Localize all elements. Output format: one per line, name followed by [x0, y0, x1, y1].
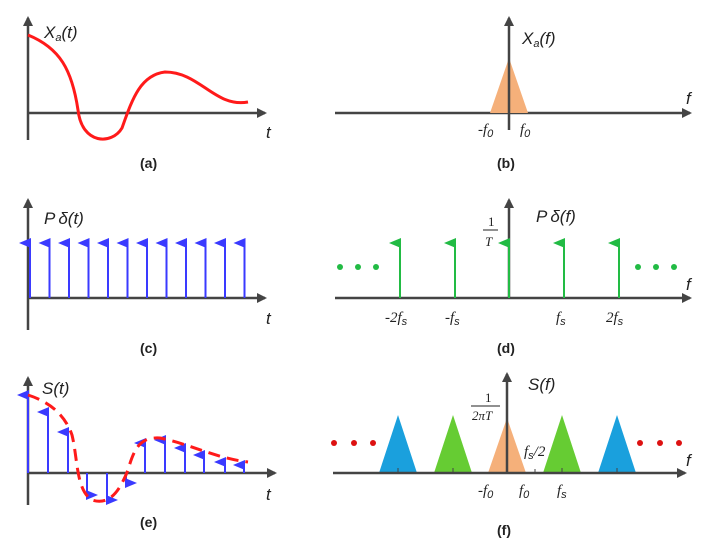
impulse-stems — [19, 238, 246, 298]
panel-f-sampled-spectrum: 1 2πT S(f) fs/2 f -f0 f0 fs (f) — [331, 372, 693, 538]
tick-fs: fs — [556, 310, 566, 328]
ylabel: X — [521, 29, 534, 48]
sample-stems — [17, 390, 245, 505]
caption: (c) — [140, 340, 157, 356]
svg-text:Xa(f): Xa(f) — [521, 29, 556, 50]
tick-neg-f0: -f0 — [478, 122, 494, 140]
caption: (e) — [140, 514, 157, 530]
amp-numerator: 1 — [485, 390, 492, 405]
ylabel: S(f) — [528, 375, 555, 394]
panel-a-time-signal: Xa(t) t (a) — [23, 16, 272, 171]
spectrum-triangle-alias1 — [434, 415, 472, 473]
spectrum-impulses — [389, 238, 620, 298]
amp-numerator: 1 — [488, 214, 495, 229]
panel-b-spectrum: Xa(f) f -f0 f0 (b) — [335, 16, 693, 171]
svg-text:Pδ(f): Pδ(f) — [536, 207, 576, 226]
caption: (b) — [497, 155, 515, 171]
svg-text:Xa(t): Xa(t) — [43, 23, 78, 44]
caption: (f) — [497, 522, 511, 538]
spectrum-triangle-alias2 — [379, 415, 417, 473]
ellipsis-dots — [337, 264, 677, 270]
half-fs-label: fs/2 — [524, 444, 546, 462]
tick-2fs: 2fs — [606, 310, 624, 328]
tick-fs: fs — [557, 483, 567, 501]
caption: (a) — [140, 155, 157, 171]
panel-e-sampled-signal: S(t) t (e) — [17, 376, 277, 530]
xlabel: f — [686, 451, 693, 470]
ylabel-sub: a — [55, 32, 61, 44]
spectrum-triangle-alias2 — [598, 415, 636, 473]
tick-f0: f0 — [519, 483, 530, 501]
ellipsis-dots — [331, 440, 682, 446]
xlabel: t — [266, 123, 272, 142]
tick-neg-2fs: -2fs — [385, 310, 408, 328]
analog-signal-curve — [27, 33, 249, 141]
ylabel-arg: (t) — [61, 23, 77, 42]
amp-denominator: T — [485, 234, 493, 249]
spectrum-triangle-alias1 — [543, 415, 581, 473]
xlabel: t — [266, 485, 272, 504]
caption: (d) — [497, 340, 515, 356]
xlabel: f — [686, 275, 693, 294]
ylabel: X — [43, 23, 56, 42]
tick-f0: f0 — [520, 122, 531, 140]
tick-neg-fs: -fs — [445, 310, 460, 328]
tick-neg-f0: -f0 — [478, 483, 494, 501]
amp-denominator: 2πT — [472, 408, 493, 423]
xlabel: f — [686, 89, 693, 108]
xlabel: t — [266, 309, 272, 328]
ylabel: S(t) — [42, 379, 69, 398]
svg-text:Pδ(t): Pδ(t) — [44, 209, 84, 228]
envelope-dashed-curve — [27, 393, 249, 503]
